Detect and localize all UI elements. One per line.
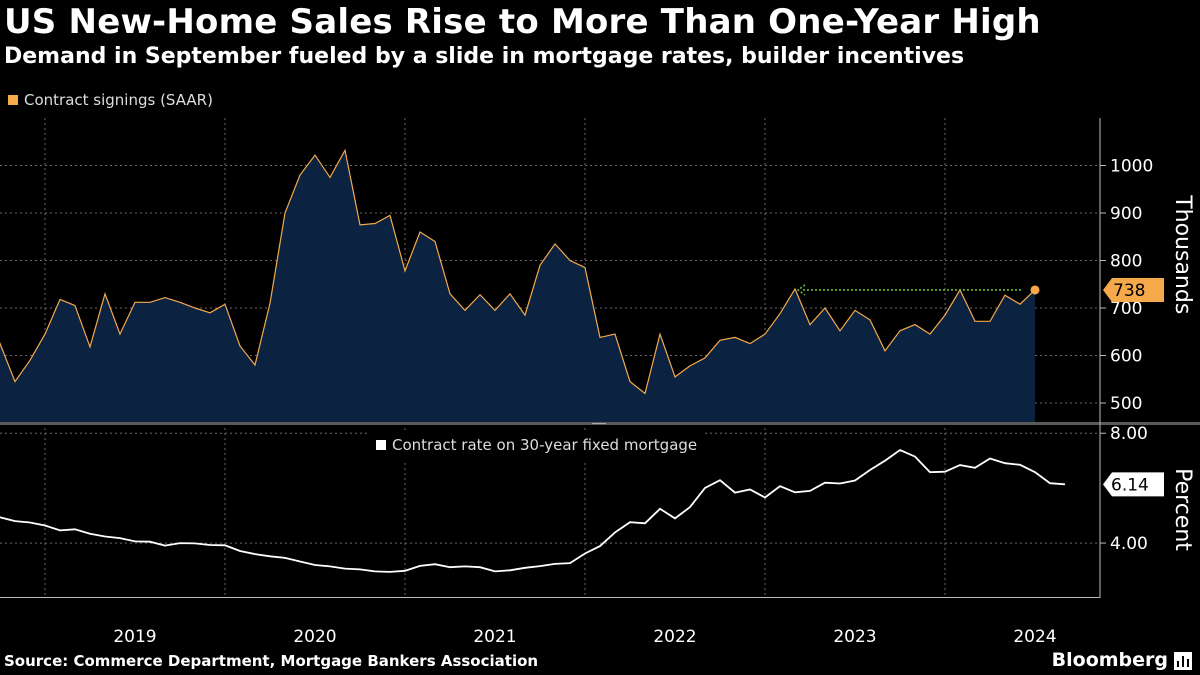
comparison-arrow-head [796,284,806,296]
sales-area-fill [0,150,1035,422]
sales-ytick-label: 900 [1110,204,1142,224]
x-tick-label: 2020 [293,627,336,647]
chart-subtitle: Demand in September fueled by a slide in… [4,44,965,69]
x-tick-label: 2023 [833,627,876,647]
x-tick-label: 2022 [653,627,696,647]
rate-value-callout-label: 6.14 [1111,475,1149,495]
sales-ytick-label: 700 [1110,299,1142,319]
x-tick-label: 2024 [1013,627,1056,647]
sales-ytick-label: 600 [1110,347,1142,367]
rate-value-callout [1103,472,1164,497]
rate-ytick-label: 4.00 [1110,534,1148,554]
bloomberg-bars-icon [1174,652,1192,670]
rate-ytick-label: 8.00 [1110,424,1148,444]
sales-value-callout-label: 738 [1113,281,1145,301]
sales-ytick-label: 1000 [1110,157,1153,177]
rate-legend-label: Contract rate on 30-year fixed mortgage [392,436,698,454]
sales-value-callout [1103,277,1164,302]
sales-line [0,148,1036,395]
source-note: Source: Commerce Department, Mortgage Ba… [4,652,539,670]
sales-ytick-label: 800 [1110,252,1142,272]
rate-axis-title: Percent [1170,468,1195,551]
x-tick-label: 2019 [113,627,156,647]
rate-legend: Contract rate on 30-year fixed mortgage [368,430,706,460]
sales-last-point [1030,285,1040,295]
sales-axis-title: Thousands [1170,194,1195,314]
x-tick-label: 2021 [473,627,516,647]
sales-ytick-label: 500 [1110,394,1142,414]
sales-legend: Contract signings (SAAR) [8,91,213,109]
sales-legend-swatch [8,95,18,105]
bloomberg-logo: Bloomberg [1051,649,1168,671]
rate-legend-swatch [376,440,386,450]
rate-line [0,448,1066,573]
sales-legend-label: Contract signings (SAAR) [24,91,213,109]
chart-title: US New-Home Sales Rise to More Than One-… [4,2,1041,42]
